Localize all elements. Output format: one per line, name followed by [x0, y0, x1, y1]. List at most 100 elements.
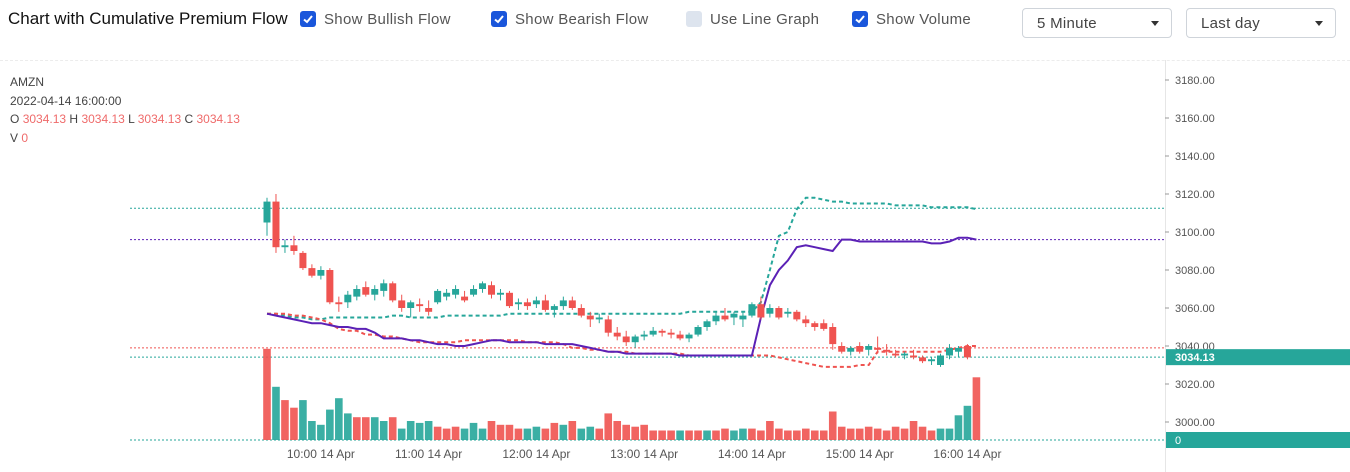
candle-body [703, 321, 711, 327]
candle-body [272, 201, 280, 248]
candle-body [290, 245, 298, 251]
candle-body [434, 290, 442, 303]
candle-body [658, 330, 666, 333]
volume-bar [730, 430, 738, 440]
volume-bar [272, 386, 280, 440]
candle-body [613, 332, 621, 337]
candle-body [604, 319, 612, 333]
volume-bar [613, 421, 622, 440]
candle-body [398, 300, 406, 308]
interval-select[interactable]: 5 Minute [1022, 8, 1172, 38]
use-line-graph-checkbox[interactable]: Use Line Graph [686, 9, 819, 29]
candle-body [667, 332, 675, 335]
candle-body [281, 245, 289, 248]
candle-body [371, 289, 379, 295]
volume-bar [532, 426, 541, 440]
x-tick-label: 15:00 14 Apr [826, 447, 894, 461]
interval-select-value: 5 Minute [1037, 14, 1097, 32]
volume-bar [658, 430, 666, 440]
volume-bar [873, 428, 882, 440]
x-tick-label: 16:00 14 Apr [933, 447, 1001, 461]
legend-volume: 0 [21, 130, 29, 145]
candle-body [299, 252, 307, 269]
volume-bar [559, 424, 568, 440]
show-bullish-flow-checkbox[interactable]: Show Bullish Flow [300, 9, 451, 29]
legend-high: 3034.13 [81, 112, 125, 126]
candle-body [541, 300, 549, 310]
candle-body [919, 357, 927, 362]
volume-bar [281, 400, 289, 440]
candle-body [954, 347, 962, 352]
volume-bar [361, 417, 370, 440]
volume-bar [577, 428, 586, 440]
volume-bar [308, 421, 316, 440]
volume-bar [685, 430, 693, 440]
candle-body [335, 302, 343, 305]
candle-body [712, 315, 720, 322]
candle-body [317, 270, 325, 276]
volume-bar [784, 430, 792, 440]
volume-bar [802, 428, 810, 440]
candle-body [568, 300, 576, 308]
volume-bar [604, 413, 613, 440]
bullish-flow-line [267, 196, 977, 321]
candle-body [649, 330, 657, 335]
volume-bar [819, 430, 828, 440]
volume-bar [263, 348, 271, 440]
candle-body [775, 308, 783, 318]
bearish-flow-line [267, 312, 977, 368]
candle-body [479, 283, 487, 289]
volume-bar [299, 400, 307, 440]
volume-bar [397, 428, 406, 440]
candle-body [362, 287, 370, 295]
show-bearish-flow-checkbox[interactable]: Show Bearish Flow [491, 9, 649, 29]
y-tick-label: 3180.00 [1175, 75, 1215, 87]
legend-datetime: 2022-04-14 16:00:00 [10, 93, 122, 108]
volume-bar [442, 428, 451, 440]
candle-body [416, 304, 424, 307]
volume-bar [712, 430, 720, 440]
show-volume-checkbox[interactable]: Show Volume [852, 9, 971, 29]
chart-title: Chart with Cumulative Premium Flow [8, 9, 288, 28]
volume-bar [379, 421, 388, 440]
candle-body [811, 323, 819, 327]
volume-bar [649, 430, 657, 440]
volume-bar [936, 428, 945, 440]
candle-body [901, 353, 909, 356]
candle-body [523, 302, 531, 307]
checkbox-checked-icon [300, 11, 316, 27]
volume-bar [927, 430, 936, 440]
candle-body [326, 270, 334, 303]
chevron-down-icon [1151, 21, 1159, 26]
candle-body [937, 355, 944, 365]
price-chart[interactable]: 3180.00 3160.00 3140.00 3120.00 3100.00 3080.… [0, 60, 1350, 472]
candle-body [847, 347, 855, 352]
volume-bar [487, 421, 496, 440]
checkbox-label: Show Bearish Flow [515, 10, 649, 28]
volume-bar [550, 422, 559, 440]
candle-body [452, 289, 460, 295]
candle-body [676, 334, 684, 339]
candle-body [308, 268, 316, 276]
candle-body [793, 311, 801, 320]
candle-body [685, 334, 693, 339]
volume-bar [676, 430, 684, 440]
last-price-label: 3034.13 [1175, 352, 1215, 364]
volume-axis-label: 0 [1175, 435, 1181, 447]
volume-bar [900, 428, 909, 440]
range-select[interactable]: Last day [1186, 8, 1336, 38]
candle-body [640, 334, 648, 337]
ohlc-legend: AMZN 2022-04-14 16:00:00 O 3034.13 H 303… [10, 73, 240, 147]
candle-body [496, 292, 504, 295]
volume-bar [370, 417, 379, 440]
volume-bar [496, 424, 505, 440]
legend-l-label: L [128, 112, 135, 126]
volume-bar [855, 428, 864, 440]
candle-body [550, 306, 558, 310]
volume-axis-tag [1166, 432, 1350, 448]
candle-body [892, 353, 900, 356]
x-tick-label: 10:00 14 Apr [287, 447, 355, 461]
volume-bar [388, 417, 397, 440]
volume-bar [954, 415, 963, 440]
candle-body [694, 327, 702, 335]
